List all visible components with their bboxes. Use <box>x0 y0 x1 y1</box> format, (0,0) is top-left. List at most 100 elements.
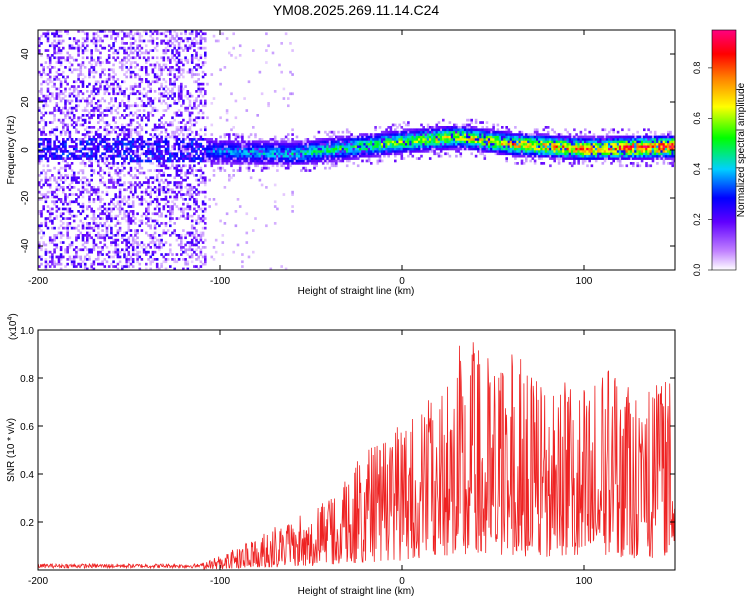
spectrogram-cell <box>138 183 142 187</box>
spectrogram-cell <box>44 80 48 84</box>
spectrogram-cell <box>190 226 194 230</box>
spectrogram-cell <box>59 58 63 62</box>
spectrogram-cell <box>175 217 179 220</box>
spectrogram-cell <box>131 183 135 187</box>
spectrogram-cell <box>326 133 329 136</box>
spectrogram-cell <box>169 159 172 163</box>
spectrogram-cell <box>162 126 166 129</box>
spectrogram-cell <box>83 262 87 266</box>
spectrogram-cell <box>48 183 52 187</box>
spectrogram-cell <box>297 142 301 146</box>
spectrogram-cell <box>94 145 98 148</box>
spectrogram-cell <box>140 229 144 232</box>
spectrogram-cell <box>147 202 150 206</box>
spectrogram-cell <box>116 171 120 175</box>
spectrogram-cell <box>326 147 329 151</box>
spectrogram-cell <box>210 157 214 160</box>
spectrogram-cell <box>75 246 78 249</box>
spectrogram-cell <box>289 92 292 96</box>
spectrogram-cell <box>367 150 371 153</box>
spectrogram-cell <box>112 238 115 242</box>
spectrogram-cell <box>70 210 74 213</box>
spectrogram-cell <box>68 150 72 153</box>
spectrogram-cell <box>127 205 131 208</box>
spectrogram-cell <box>57 34 61 38</box>
spectrogram-cell <box>426 145 430 148</box>
spectrogram-cell <box>169 68 172 72</box>
spectrogram-cell <box>190 118 194 122</box>
spectrogram-cell <box>90 116 93 120</box>
spectrogram-cell <box>501 130 504 134</box>
spectrogram-cell <box>79 147 83 151</box>
spectrogram-cell <box>40 54 43 57</box>
spectrogram-cell <box>42 80 45 84</box>
spectrogram-cell <box>160 130 163 134</box>
spectrogram-cell <box>90 54 93 57</box>
spectrogram-cell <box>101 190 104 194</box>
spectrogram-cell <box>134 188 137 192</box>
spectrogram-cell <box>68 87 72 91</box>
spectrogram-cell <box>228 162 231 165</box>
spectrogram-cell <box>199 99 203 103</box>
spectrogram-cell <box>180 32 183 36</box>
spectrogram-cell <box>169 123 172 127</box>
spectrogram-cell <box>184 262 187 266</box>
spectrogram-cell <box>121 114 124 117</box>
spectrogram-cell <box>88 248 91 252</box>
spectrogram-cell <box>396 142 399 146</box>
spectrogram-cell <box>199 217 203 220</box>
spectrogram-cell <box>118 128 122 132</box>
spectrogram-cell <box>490 135 493 139</box>
spectrogram-cell <box>129 147 133 151</box>
spectrogram-cell <box>308 140 312 144</box>
spectrogram-cell <box>59 109 63 112</box>
spectrogram-cell <box>221 162 225 165</box>
spectrogram-cell <box>204 104 207 108</box>
spectrogram-cell <box>182 102 185 105</box>
spectrogram-cell <box>186 241 190 244</box>
spectrogram-cell <box>457 138 460 141</box>
spectrogram-cell <box>92 32 96 36</box>
spectrogram-cell <box>221 142 225 146</box>
spectrogram-cell <box>164 128 168 132</box>
spectrogram-cell <box>134 126 137 129</box>
spectrogram-cell <box>166 183 170 187</box>
spectrogram-cell <box>304 145 307 148</box>
spectrogram-cell <box>182 39 185 43</box>
spectrogram-cell <box>151 42 155 45</box>
spectrogram-cell <box>57 106 61 110</box>
spectrogram-cell <box>145 200 148 204</box>
spectrogram-cell <box>48 54 52 57</box>
spectrogram-cell <box>289 159 292 163</box>
spectrogram-cell <box>46 205 50 208</box>
spectrogram-cell <box>356 138 360 141</box>
spectrogram-cell <box>193 66 196 69</box>
spectrogram-cell <box>212 162 216 165</box>
spectrogram-cell <box>129 133 133 136</box>
spectrogram-cell <box>70 241 74 244</box>
spectrogram-cell <box>291 133 294 136</box>
spectrogram-cell <box>145 214 148 218</box>
spectrogram-cell <box>295 152 299 156</box>
spectrogram-cell <box>151 68 155 72</box>
spectrogram-cell <box>186 154 190 158</box>
spectrogram-cell <box>160 164 163 168</box>
spectrogram-cell <box>88 68 91 72</box>
spectrogram-cell <box>145 73 148 76</box>
spectrogram-cell <box>503 145 506 148</box>
spectrogram-cell <box>105 154 109 158</box>
spectrogram-cell <box>38 162 41 165</box>
spectrogram-cell <box>110 166 113 170</box>
spectrogram-cell <box>114 99 117 103</box>
spectrogram-cell <box>367 147 371 151</box>
spectrogram-cell <box>48 212 52 216</box>
spectrogram-cell <box>155 154 159 158</box>
spectrogram-cell <box>188 243 192 247</box>
spectrogram-cell <box>131 219 135 223</box>
spectrogram-cell <box>147 82 150 86</box>
spectrogram-cell <box>131 258 135 261</box>
spectrogram-cell <box>221 159 225 163</box>
spectrogram-cell <box>70 99 74 103</box>
spectrogram-cell <box>171 56 174 60</box>
spectrogram-cell <box>204 159 207 163</box>
